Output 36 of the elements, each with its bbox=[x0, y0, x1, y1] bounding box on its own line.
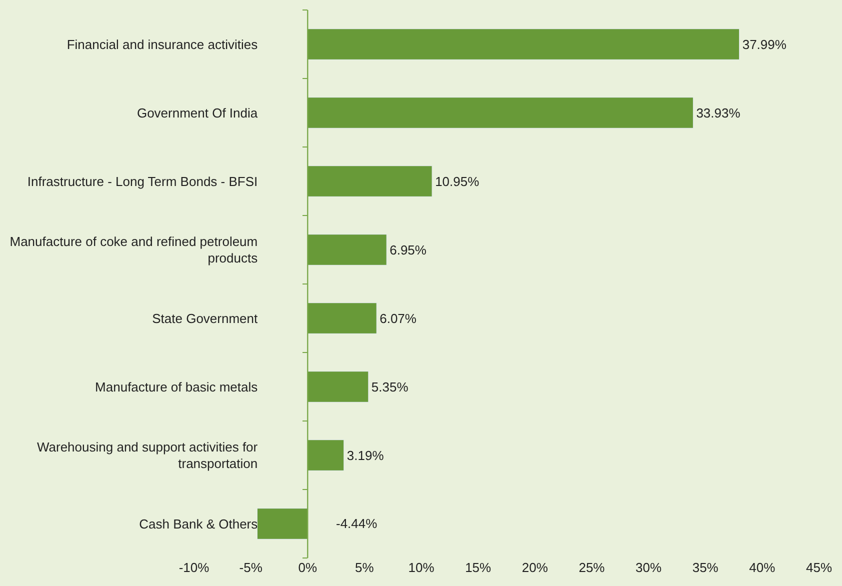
y-tick-label: Manufacture of coke and refined petroleum products bbox=[10, 234, 258, 266]
x-tick-label: 25% bbox=[578, 560, 606, 575]
data-label: 6.07% bbox=[380, 310, 417, 326]
y-tick-label: Financial and insurance activities bbox=[66, 36, 258, 52]
data-label: -4.44% bbox=[336, 516, 378, 531]
x-tick-label: 45% bbox=[806, 560, 832, 575]
y-tick-label: Infrastructure - Long Term Bonds - BFSI bbox=[27, 174, 258, 189]
bar bbox=[307, 97, 694, 128]
bar bbox=[307, 302, 377, 334]
bar bbox=[307, 371, 369, 402]
x-tick-label: 0% bbox=[298, 560, 318, 575]
bar bbox=[307, 166, 432, 197]
y-tick-label: State Government bbox=[152, 310, 258, 326]
x-tick-label: 15% bbox=[465, 560, 492, 575]
data-label: 10.95% bbox=[435, 174, 480, 189]
x-tick-label: 35% bbox=[692, 560, 719, 575]
data-label: 5.35% bbox=[371, 379, 409, 394]
x-tick-label: -10% bbox=[178, 560, 210, 575]
data-label: 6.95% bbox=[390, 242, 427, 258]
x-tick-label: 10% bbox=[408, 560, 435, 575]
x-tick-label: -5% bbox=[239, 560, 263, 575]
bar bbox=[307, 28, 740, 60]
y-tick-label: Manufacture of basic metals bbox=[95, 379, 258, 394]
y-tick-label: Warehousing and support activities for transportation bbox=[36, 439, 258, 472]
data-label: 33.93% bbox=[696, 105, 741, 120]
y-tick-label: Government Of India bbox=[136, 105, 258, 120]
y-tick-label: Cash Bank & Others bbox=[139, 516, 258, 532]
bar bbox=[307, 440, 344, 471]
x-tick-label: 40% bbox=[749, 560, 776, 575]
x-tick-label: 5% bbox=[355, 560, 374, 575]
x-tick-label: 30% bbox=[636, 560, 662, 575]
data-label: 37.99% bbox=[742, 36, 787, 52]
bar bbox=[307, 234, 387, 266]
x-tick-label: 20% bbox=[522, 560, 548, 575]
data-label: 3.19% bbox=[346, 448, 384, 463]
bar bbox=[256, 508, 308, 540]
